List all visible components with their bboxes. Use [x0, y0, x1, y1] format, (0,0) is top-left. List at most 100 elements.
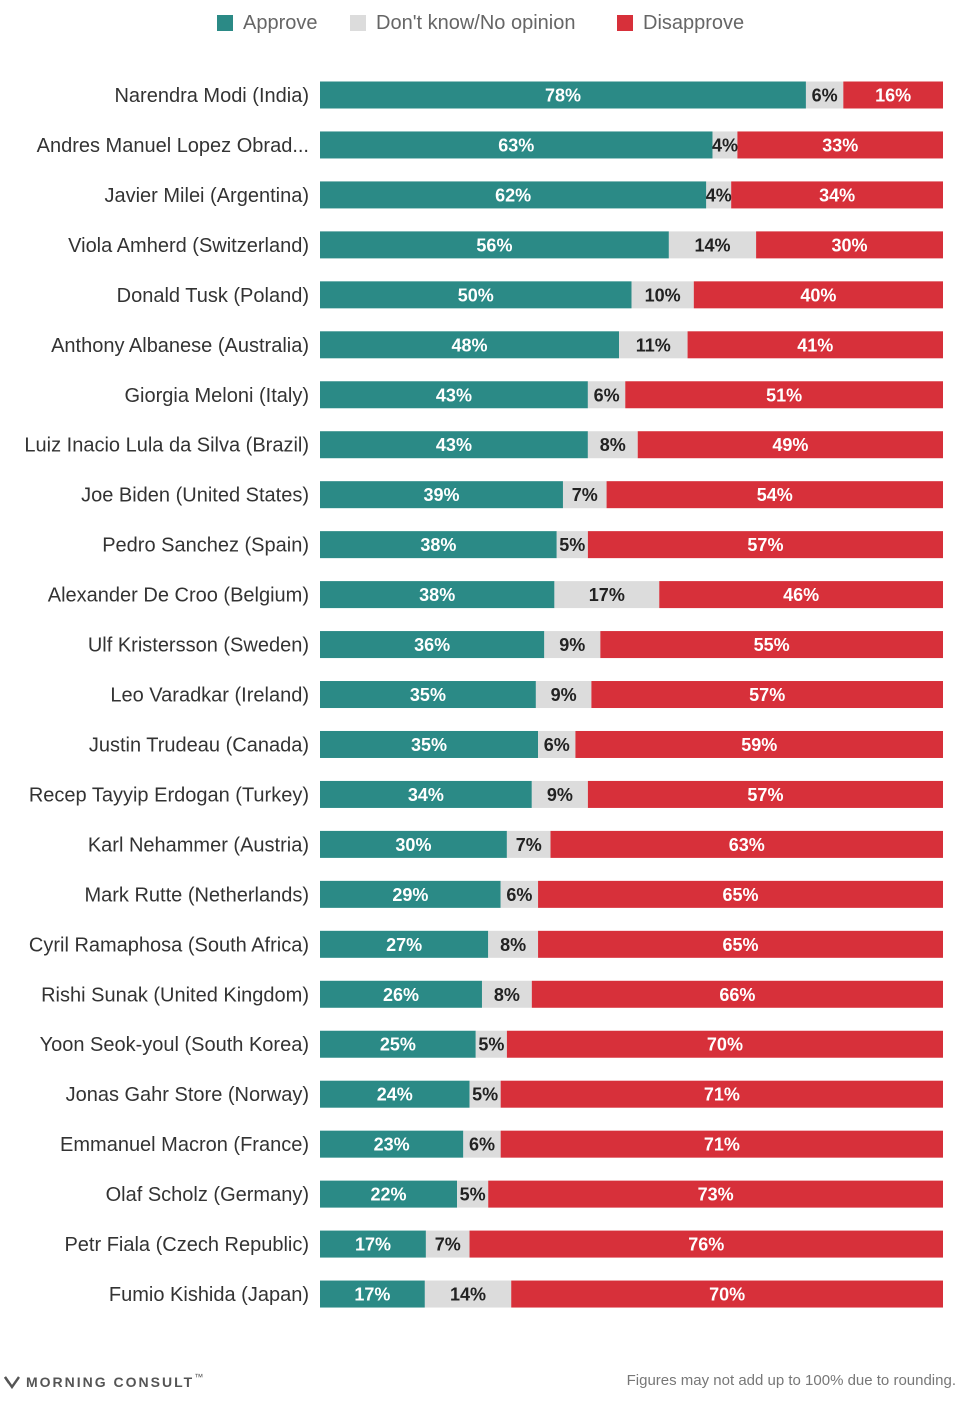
bar-segment-disapprove — [550, 830, 943, 858]
data-label-dontknow: 6% — [469, 1135, 495, 1155]
bar-row: Recep Tayyip Erdogan (Turkey) 34% 9% 57% — [29, 780, 943, 808]
data-label-dontknow: 8% — [494, 985, 520, 1005]
data-label-dontknow: 6% — [544, 735, 570, 755]
category-label: Mark Rutte (Netherlands) — [84, 884, 309, 906]
bar-segment-approve — [320, 181, 707, 209]
data-label-disapprove: 40% — [800, 285, 836, 305]
bar-segment-dontknow — [562, 481, 607, 509]
bar-segment-dontknow — [587, 431, 638, 459]
data-label-dontknow: 5% — [460, 1185, 486, 1205]
bar-segment-dontknow — [535, 681, 592, 709]
category-label: Justin Trudeau (Canada) — [89, 734, 309, 756]
data-label-dontknow: 7% — [435, 1235, 461, 1255]
bar-segment-dontknow — [531, 780, 588, 808]
bar-segment-disapprove — [606, 481, 943, 509]
category-label: Andres Manuel Lopez Obrad... — [37, 135, 309, 157]
bar-segment-approve — [320, 131, 713, 159]
data-label-disapprove: 33% — [822, 135, 858, 155]
data-label-approve: 38% — [420, 535, 456, 555]
bar-row: Pedro Sanchez (Spain) 38% 5% 57% — [102, 531, 943, 559]
data-label-approve: 24% — [377, 1085, 413, 1105]
data-label-dontknow: 14% — [694, 235, 730, 255]
data-label-disapprove: 30% — [832, 235, 868, 255]
bar-segment-dontknow — [554, 581, 660, 609]
stacked-bar-chart: Narendra Modi (India) 78% 6% 16% Andres Manu… — [24, 81, 943, 1308]
bar-row: Petr Fiala (Czech Republic) 17% 7% 76% — [64, 1230, 943, 1258]
data-label-disapprove: 41% — [797, 335, 833, 355]
data-label-approve: 26% — [383, 985, 419, 1005]
morning-consult-logo: MORNING CONSULT ™ — [4, 1372, 203, 1392]
category-label: Yoon Seok-youl (South Korea) — [40, 1034, 309, 1056]
bar-row: Ulf Kristersson (Sweden) 36% 9% 55% — [88, 631, 943, 659]
bar-row: Fumio Kishida (Japan) 17% 14% 70% — [109, 1280, 943, 1308]
bar-segment-approve — [320, 681, 536, 709]
bar-segment-approve — [320, 1080, 470, 1108]
data-label-approve: 48% — [452, 335, 488, 355]
bar-segment-dontknow — [481, 980, 532, 1008]
bar-row: Joe Biden (United States) 39% 7% 54% — [81, 481, 943, 509]
bar-segment-approve — [320, 531, 557, 559]
data-label-disapprove: 16% — [875, 86, 911, 106]
data-label-approve: 35% — [411, 735, 447, 755]
bar-segment-approve — [320, 730, 539, 758]
bar-segment-disapprove — [625, 381, 943, 409]
bar-row: Andres Manuel Lopez Obrad... 63% 4% 33% — [37, 131, 943, 159]
bar-segment-disapprove — [693, 281, 943, 309]
category-label: Fumio Kishida (Japan) — [109, 1284, 309, 1306]
bar-segment-approve — [320, 930, 489, 958]
bar-segment-dontknow — [587, 381, 626, 409]
bar-segment-dontknow — [668, 231, 757, 259]
bar-segment-dontknow — [631, 281, 694, 309]
bar-segment-approve — [320, 81, 806, 109]
bar-segment-disapprove — [637, 431, 943, 459]
category-label: Ulf Kristersson (Sweden) — [88, 635, 309, 657]
data-label-approve: 62% — [495, 185, 531, 205]
bar-segment-dontknow — [538, 730, 576, 758]
data-label-approve: 36% — [414, 635, 450, 655]
bar-row: Rishi Sunak (United Kingdom) 26% 8% 66% — [41, 980, 943, 1008]
category-label: Narendra Modi (India) — [114, 85, 309, 107]
bar-row: Anthony Albanese (Australia) 48% 11% 41% — [51, 331, 943, 359]
bar-segment-disapprove — [587, 780, 943, 808]
legend-item-dontknow: Don't know/No opinion — [350, 8, 576, 38]
data-label-dontknow: 4% — [712, 135, 738, 155]
bar-segment-disapprove — [600, 631, 943, 659]
legend-swatch-disapprove — [617, 15, 633, 31]
legend-swatch-dontknow — [350, 15, 366, 31]
bar-segment-dontknow — [463, 1130, 501, 1158]
bar-segment-dontknow — [457, 1180, 489, 1208]
bar-segment-dontknow — [619, 331, 688, 359]
bar-segment-approve — [320, 1180, 458, 1208]
category-label: Luiz Inacio Lula da Silva (Brazil) — [24, 435, 309, 457]
bar-segment-approve — [320, 331, 620, 359]
bar-row: Luiz Inacio Lula da Silva (Brazil) 43% 8% 4… — [24, 431, 943, 459]
bar-segment-dontknow — [506, 830, 551, 858]
bar-segment-disapprove — [737, 131, 943, 159]
bar-segment-disapprove — [756, 231, 943, 259]
data-label-dontknow: 10% — [645, 285, 681, 305]
bar-segment-disapprove — [587, 531, 943, 559]
bar-segment-approve — [320, 1280, 425, 1308]
bar-segment-dontknow — [706, 181, 732, 209]
category-label: Donald Tusk (Poland) — [117, 285, 309, 307]
data-label-dontknow: 9% — [551, 685, 577, 705]
data-label-disapprove: 71% — [704, 1135, 740, 1155]
legend-label-dontknow: Don't know/No opinion — [376, 11, 576, 34]
data-label-approve: 34% — [408, 785, 444, 805]
bar-segment-dontknow — [712, 131, 738, 159]
data-label-disapprove: 59% — [741, 735, 777, 755]
data-label-approve: 43% — [436, 385, 472, 405]
data-label-approve: 25% — [380, 1035, 416, 1055]
data-label-disapprove: 49% — [772, 435, 808, 455]
bar-row: Mark Rutte (Netherlands) 29% 6% 65% — [84, 880, 943, 908]
bar-segment-disapprove — [843, 81, 943, 109]
category-label: Javier Milei (Argentina) — [104, 185, 309, 207]
data-label-disapprove: 65% — [723, 935, 759, 955]
bar-segment-disapprove — [469, 1230, 943, 1258]
category-label: Recep Tayyip Erdogan (Turkey) — [29, 784, 309, 806]
category-label: Petr Fiala (Czech Republic) — [64, 1234, 309, 1256]
data-label-approve: 50% — [458, 285, 494, 305]
category-label: Giorgia Meloni (Italy) — [124, 385, 309, 407]
bar-row: Jonas Gahr Store (Norway) 24% 5% 71% — [66, 1080, 943, 1108]
bar-row: Justin Trudeau (Canada) 35% 6% 59% — [89, 730, 943, 758]
